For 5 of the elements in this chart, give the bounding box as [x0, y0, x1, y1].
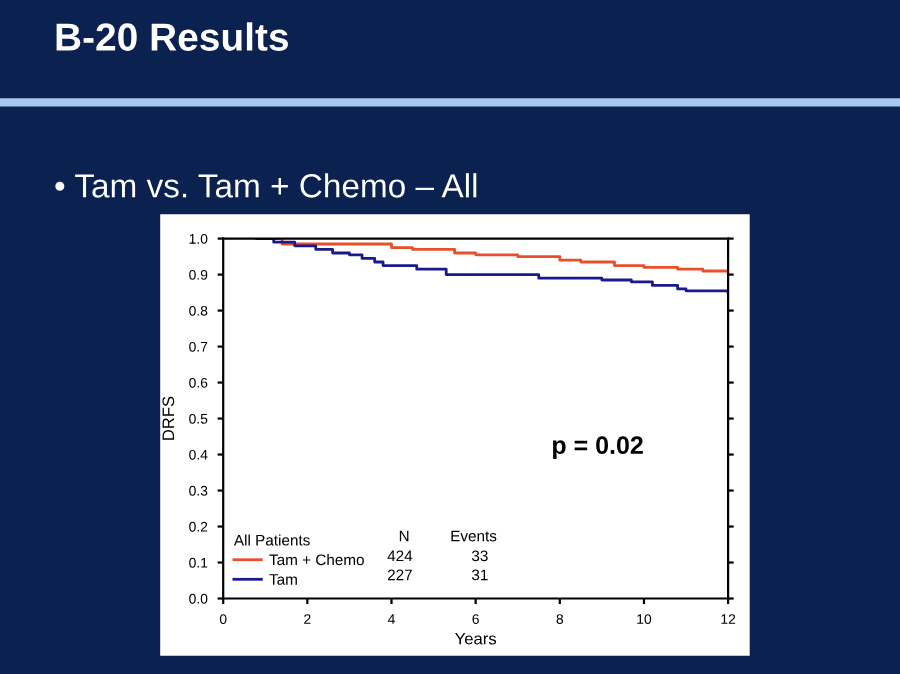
- chart-title: B-20 Results: [56, 22, 288, 51]
- chart-subtitle: • Tam vs. Tam + Chemo – All: [55, 173, 477, 198]
- annotation: p = 0.02: [553, 436, 643, 459]
- x-axis-title: Years: [455, 632, 497, 645]
- y-axis-title: DRFS: [162, 396, 175, 440]
